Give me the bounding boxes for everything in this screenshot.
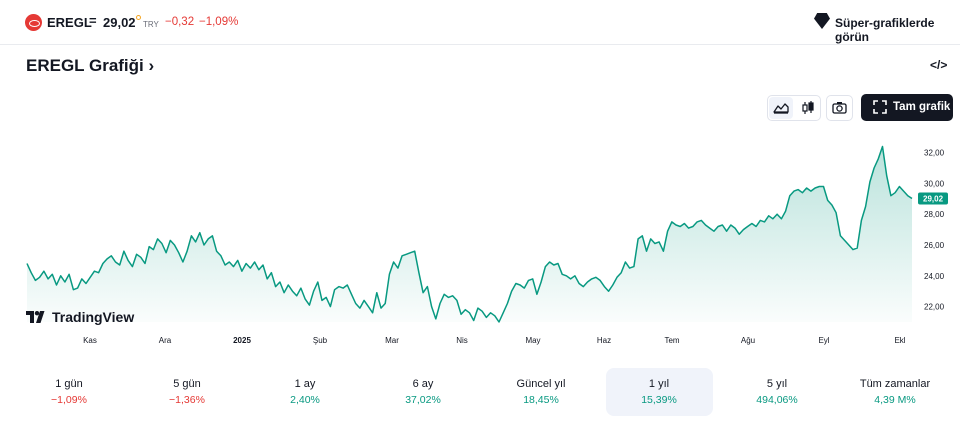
period-option[interactable]: 5 yıl 494,06% (724, 368, 831, 416)
currency-label: TRY (143, 20, 159, 29)
x-tick-label: Nis (456, 336, 468, 345)
period-label: Tüm zamanlar (859, 378, 931, 390)
period-option[interactable]: 1 ay 2,40% (252, 368, 359, 416)
symbol-name[interactable]: EREGL (47, 15, 92, 30)
x-tick-label: Kas (83, 336, 97, 345)
top-bar: EREGL = 29,02 TRY −0,32 −1,09% Süper-gra… (0, 0, 960, 45)
period-selector: 1 gün −1,09% 5 gün −1,36% 1 ay 2,40% 6 ay 37,02… (10, 368, 955, 416)
x-tick-label: May (525, 336, 540, 345)
camera-icon (832, 102, 847, 114)
x-tick-label: Ekl (894, 336, 905, 345)
tradingview-wordmark: TradingView (52, 309, 135, 325)
x-tick-label: Ara (159, 336, 172, 345)
period-option[interactable]: 5 gün −1,36% (134, 368, 241, 416)
period-label: 5 gün (173, 378, 201, 390)
period-change: −1,36% (169, 394, 205, 406)
candlestick-button[interactable] (796, 97, 820, 119)
fullscreen-label: Tam grafik (893, 101, 951, 113)
price-change: −0,32 (165, 16, 195, 28)
price-change-percent: −1,09% (199, 16, 239, 28)
period-change: 37,02% (405, 394, 441, 406)
chart-title: EREGL Grafiği (26, 56, 144, 75)
period-change: −1,09% (51, 394, 87, 406)
y-tick-label: 28,00 (924, 210, 945, 219)
snapshot-button[interactable] (826, 95, 853, 121)
x-tick-label: Ağu (741, 336, 755, 345)
x-tick-label: Şub (313, 336, 328, 345)
y-tick-label: 30,00 (924, 179, 945, 188)
period-option[interactable]: 1 gün −1,09% (16, 368, 123, 416)
period-change: 2,40% (290, 394, 320, 406)
chart-title-link[interactable]: EREGL Grafiği › (26, 56, 154, 76)
price-area-fill (27, 146, 912, 322)
area-chart-button[interactable] (769, 97, 793, 119)
code-icon[interactable]: </> (930, 58, 948, 72)
x-tick-label: Haz (597, 336, 611, 345)
y-tick-label: 22,00 (924, 303, 945, 312)
x-tick-label: Mar (385, 336, 399, 345)
period-label: 6 ay (412, 378, 434, 390)
period-label: 1 yıl (648, 378, 670, 390)
period-label: Güncel yıl (516, 378, 566, 390)
y-tick-label: 24,00 (924, 272, 945, 281)
price-line (26, 145, 913, 323)
period-option[interactable]: 1 yıl 15,39% (605, 368, 713, 416)
fullscreen-icon (873, 100, 887, 114)
last-price: 29,02 (103, 15, 136, 30)
tradingview-logo-icon (26, 311, 45, 323)
period-change: 18,45% (523, 394, 559, 406)
price-chart[interactable]: 22,00 24,00 26,00 28,00 30,00 32,00 29,02 Kas… (0, 120, 960, 350)
super-charts-icon[interactable] (814, 13, 830, 29)
period-option[interactable]: Tüm zamanlar 4,39 M% (842, 368, 949, 416)
last-price-badge (918, 192, 948, 205)
super-charts-link[interactable]: Süper-grafiklerde görün (835, 16, 935, 44)
period-change: 494,06% (756, 394, 798, 406)
x-tick-label: 2025 (233, 336, 251, 345)
chart-style-switch (767, 95, 821, 121)
market-status-icon (136, 15, 141, 20)
period-option[interactable]: 6 ay 37,02% (370, 368, 477, 416)
candlestick-icon (802, 101, 814, 114)
period-change: 4,39 M% (874, 394, 916, 406)
x-tick-label: Eyl (818, 336, 829, 345)
period-label: 5 yıl (766, 378, 788, 390)
period-label: 1 gün (55, 378, 83, 390)
chevron-right-icon: › (148, 56, 155, 75)
fullscreen-chart-button[interactable]: Tam grafik (861, 94, 953, 121)
last-price-badge-label: 29,02 (923, 195, 944, 204)
area-chart-icon (773, 103, 789, 114)
period-option[interactable]: Güncel yıl 18,45% (488, 368, 595, 416)
y-tick-label: 32,00 (924, 149, 945, 158)
x-tick-label: Tem (664, 336, 679, 345)
period-label: 1 ay (294, 378, 316, 390)
y-tick-label: 26,00 (924, 241, 945, 250)
equals-sign: = (89, 13, 97, 28)
symbol-logo-icon (25, 14, 42, 31)
period-change: 15,39% (641, 394, 677, 406)
